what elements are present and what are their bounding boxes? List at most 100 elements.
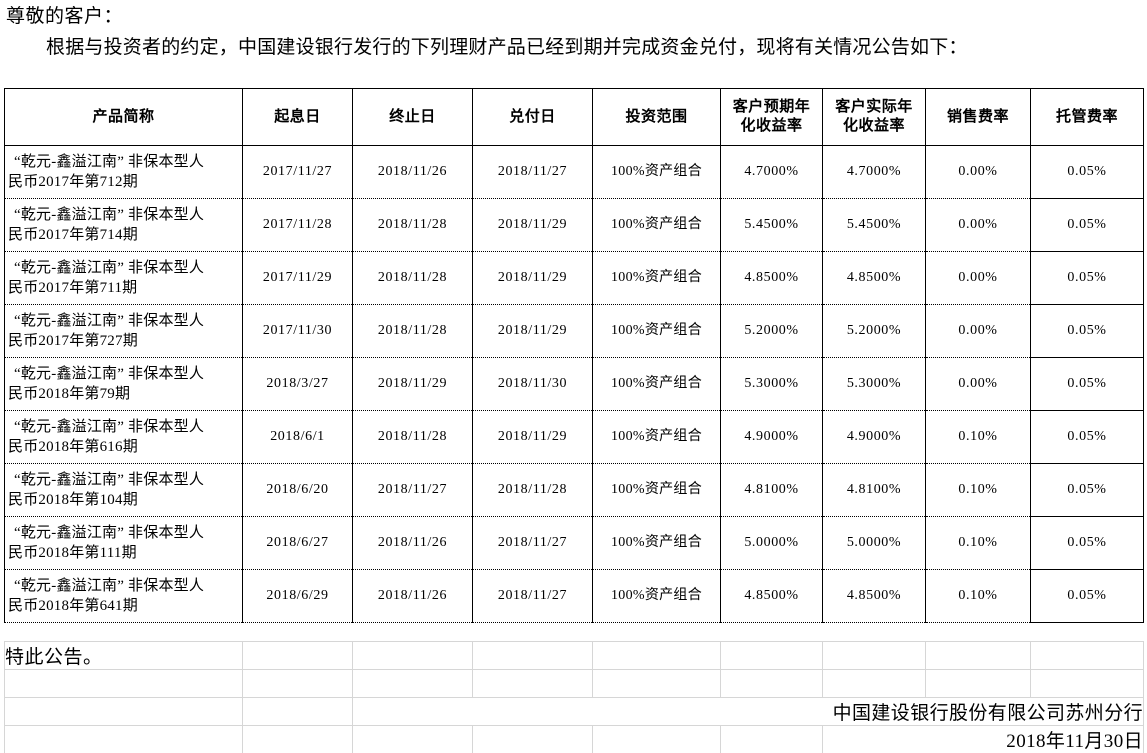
cell-sales-fee: 0.10% bbox=[925, 463, 1031, 517]
cell-end-date: 2018/11/29 bbox=[352, 357, 473, 411]
cell-invest-scope: 100%资产组合 bbox=[592, 516, 721, 570]
product-name-line1: “乾元-鑫溢江南” 非保本型人 bbox=[14, 365, 205, 382]
cell-start-date: 2018/6/20 bbox=[242, 463, 353, 517]
cell-custody-fee: 0.05% bbox=[1030, 198, 1144, 252]
header-line: 终止日 bbox=[389, 108, 436, 125]
header-line: 客户实际年 bbox=[835, 99, 913, 116]
product-name-line2: 民币2018年第616期 bbox=[8, 439, 138, 455]
cell-invest-scope: 100%资产组合 bbox=[592, 198, 721, 252]
cell-sales-fee: 0.00% bbox=[925, 198, 1031, 252]
cell-invest-scope: 100%资产组合 bbox=[592, 569, 721, 623]
cell-expected-rate: 4.8500% bbox=[720, 251, 823, 305]
table-row: “乾元-鑫溢江南” 非保本型人 民币2018年第641期 2018/6/29 2… bbox=[4, 569, 1144, 623]
cell-end-date: 2018/11/28 bbox=[352, 410, 473, 464]
cell-sales-fee: 0.00% bbox=[925, 251, 1031, 305]
empty-cell bbox=[242, 641, 353, 670]
notice-text: 特此公告。 bbox=[4, 641, 243, 670]
cell-end-date: 2018/11/28 bbox=[352, 251, 473, 305]
header-line: 客户预期年 bbox=[732, 99, 811, 116]
empty-cell bbox=[472, 641, 593, 670]
cell-actual-rate: 4.7000% bbox=[822, 145, 926, 199]
cell-custody-fee: 0.05% bbox=[1030, 569, 1144, 623]
cell-sales-fee: 0.10% bbox=[925, 410, 1031, 464]
empty-cell bbox=[720, 669, 823, 698]
empty-cell bbox=[472, 669, 593, 698]
cell-actual-rate: 4.8500% bbox=[822, 569, 926, 623]
table-row: “乾元-鑫溢江南” 非保本型人 民币2017年第711期 2017/11/29 … bbox=[4, 251, 1144, 305]
product-name-line1: “乾元-鑫溢江南” 非保本型人 bbox=[14, 206, 205, 223]
cell-invest-scope: 100%资产组合 bbox=[592, 304, 721, 358]
empty-cell bbox=[242, 725, 353, 753]
table-row: “乾元-鑫溢江南” 非保本型人 民币2018年第104期 2018/6/20 2… bbox=[4, 463, 1144, 517]
cell-expected-rate: 4.8100% bbox=[720, 463, 823, 517]
cell-pay-date: 2018/11/27 bbox=[472, 145, 593, 199]
cell-custody-fee: 0.05% bbox=[1030, 410, 1144, 464]
cell-pay-date: 2018/11/27 bbox=[472, 516, 593, 570]
col-header-custody-fee: 托管费率 bbox=[1030, 88, 1144, 146]
col-header-end-date: 终止日 bbox=[352, 88, 473, 146]
empty-cell bbox=[822, 641, 926, 670]
cell-product-name: “乾元-鑫溢江南” 非保本型人 民币2018年第104期 bbox=[4, 463, 243, 517]
product-name-line2: 民币2018年第111期 bbox=[8, 545, 137, 561]
product-name-line2: 民币2017年第711期 bbox=[8, 280, 138, 296]
cell-custody-fee: 0.05% bbox=[1030, 516, 1144, 570]
salutation: 尊敬的客户： bbox=[6, 6, 124, 27]
cell-actual-rate: 4.9000% bbox=[822, 410, 926, 464]
cell-invest-scope: 100%资产组合 bbox=[592, 145, 721, 199]
header-line: 兑付日 bbox=[509, 108, 556, 125]
products-table-wrap: 产品简称 起息日 终止日 兑付日 投资范围 客户预期年 化收益率 客户实际年 化… bbox=[4, 88, 1144, 623]
cell-actual-rate: 5.2000% bbox=[822, 304, 926, 358]
col-header-expected-rate: 客户预期年 化收益率 bbox=[720, 88, 823, 146]
cell-sales-fee: 0.00% bbox=[925, 145, 1031, 199]
col-header-pay-date: 兑付日 bbox=[472, 88, 593, 146]
cell-sales-fee: 0.00% bbox=[925, 357, 1031, 411]
empty-cell bbox=[822, 669, 926, 698]
cell-actual-rate: 4.8500% bbox=[822, 251, 926, 305]
footer-row-signature: 中国建设银行股份有限公司苏州分行 bbox=[4, 697, 1144, 726]
cell-pay-date: 2018/11/28 bbox=[472, 463, 593, 517]
empty-cell bbox=[4, 725, 243, 753]
cell-end-date: 2018/11/26 bbox=[352, 516, 473, 570]
col-header-invest-scope: 投资范围 bbox=[592, 88, 721, 146]
product-name-line1: “乾元-鑫溢江南” 非保本型人 bbox=[14, 153, 205, 170]
cell-expected-rate: 5.0000% bbox=[720, 516, 823, 570]
cell-invest-scope: 100%资产组合 bbox=[592, 463, 721, 517]
empty-cell bbox=[352, 669, 473, 698]
empty-cell bbox=[242, 669, 353, 698]
product-name-line1: “乾元-鑫溢江南” 非保本型人 bbox=[14, 418, 205, 435]
table-row: “乾元-鑫溢江南” 非保本型人 民币2018年第79期 2018/3/27 20… bbox=[4, 357, 1144, 411]
cell-sales-fee: 0.10% bbox=[925, 516, 1031, 570]
intro-block: 尊敬的客户： 根据与投资者的约定，中国建设银行发行的下列理财产品已经到期并完成资… bbox=[0, 0, 1147, 57]
footer-grid: 特此公告。 bbox=[4, 641, 1144, 753]
product-name-line2: 民币2017年第712期 bbox=[8, 174, 138, 190]
cell-expected-rate: 5.4500% bbox=[720, 198, 823, 252]
empty-cell bbox=[1030, 641, 1144, 670]
cell-pay-date: 2018/11/27 bbox=[472, 569, 593, 623]
signature-text: 中国建设银行股份有限公司苏州分行 bbox=[352, 697, 1144, 726]
product-name-line1: “乾元-鑫溢江南” 非保本型人 bbox=[14, 259, 205, 276]
cell-product-name: “乾元-鑫溢江南” 非保本型人 民币2017年第712期 bbox=[4, 145, 243, 199]
cell-invest-scope: 100%资产组合 bbox=[592, 251, 721, 305]
products-table: 产品简称 起息日 终止日 兑付日 投资范围 客户预期年 化收益率 客户实际年 化… bbox=[4, 88, 1144, 623]
cell-pay-date: 2018/11/29 bbox=[472, 251, 593, 305]
cell-expected-rate: 4.8500% bbox=[720, 569, 823, 623]
product-name-line2: 民币2018年第79期 bbox=[8, 386, 131, 402]
footer-row-date: 2018年11月30日 bbox=[4, 725, 1144, 753]
empty-cell bbox=[720, 641, 823, 670]
cell-expected-rate: 5.2000% bbox=[720, 304, 823, 358]
cell-actual-rate: 5.3000% bbox=[822, 357, 926, 411]
product-name-line1: “乾元-鑫溢江南” 非保本型人 bbox=[14, 312, 205, 329]
date-text: 2018年11月30日 bbox=[822, 725, 1144, 753]
footer-row-spacer bbox=[4, 669, 1144, 698]
col-header-start-date: 起息日 bbox=[242, 88, 353, 146]
empty-cell bbox=[352, 725, 473, 753]
header-line: 化收益率 bbox=[842, 118, 905, 134]
empty-cell bbox=[592, 669, 721, 698]
cell-custody-fee: 0.05% bbox=[1030, 357, 1144, 411]
cell-expected-rate: 4.9000% bbox=[720, 410, 823, 464]
empty-cell bbox=[242, 697, 353, 726]
empty-cell bbox=[592, 725, 721, 753]
header-line: 托管费率 bbox=[1055, 108, 1118, 125]
cell-actual-rate: 5.4500% bbox=[822, 198, 926, 252]
cell-pay-date: 2018/11/29 bbox=[472, 410, 593, 464]
